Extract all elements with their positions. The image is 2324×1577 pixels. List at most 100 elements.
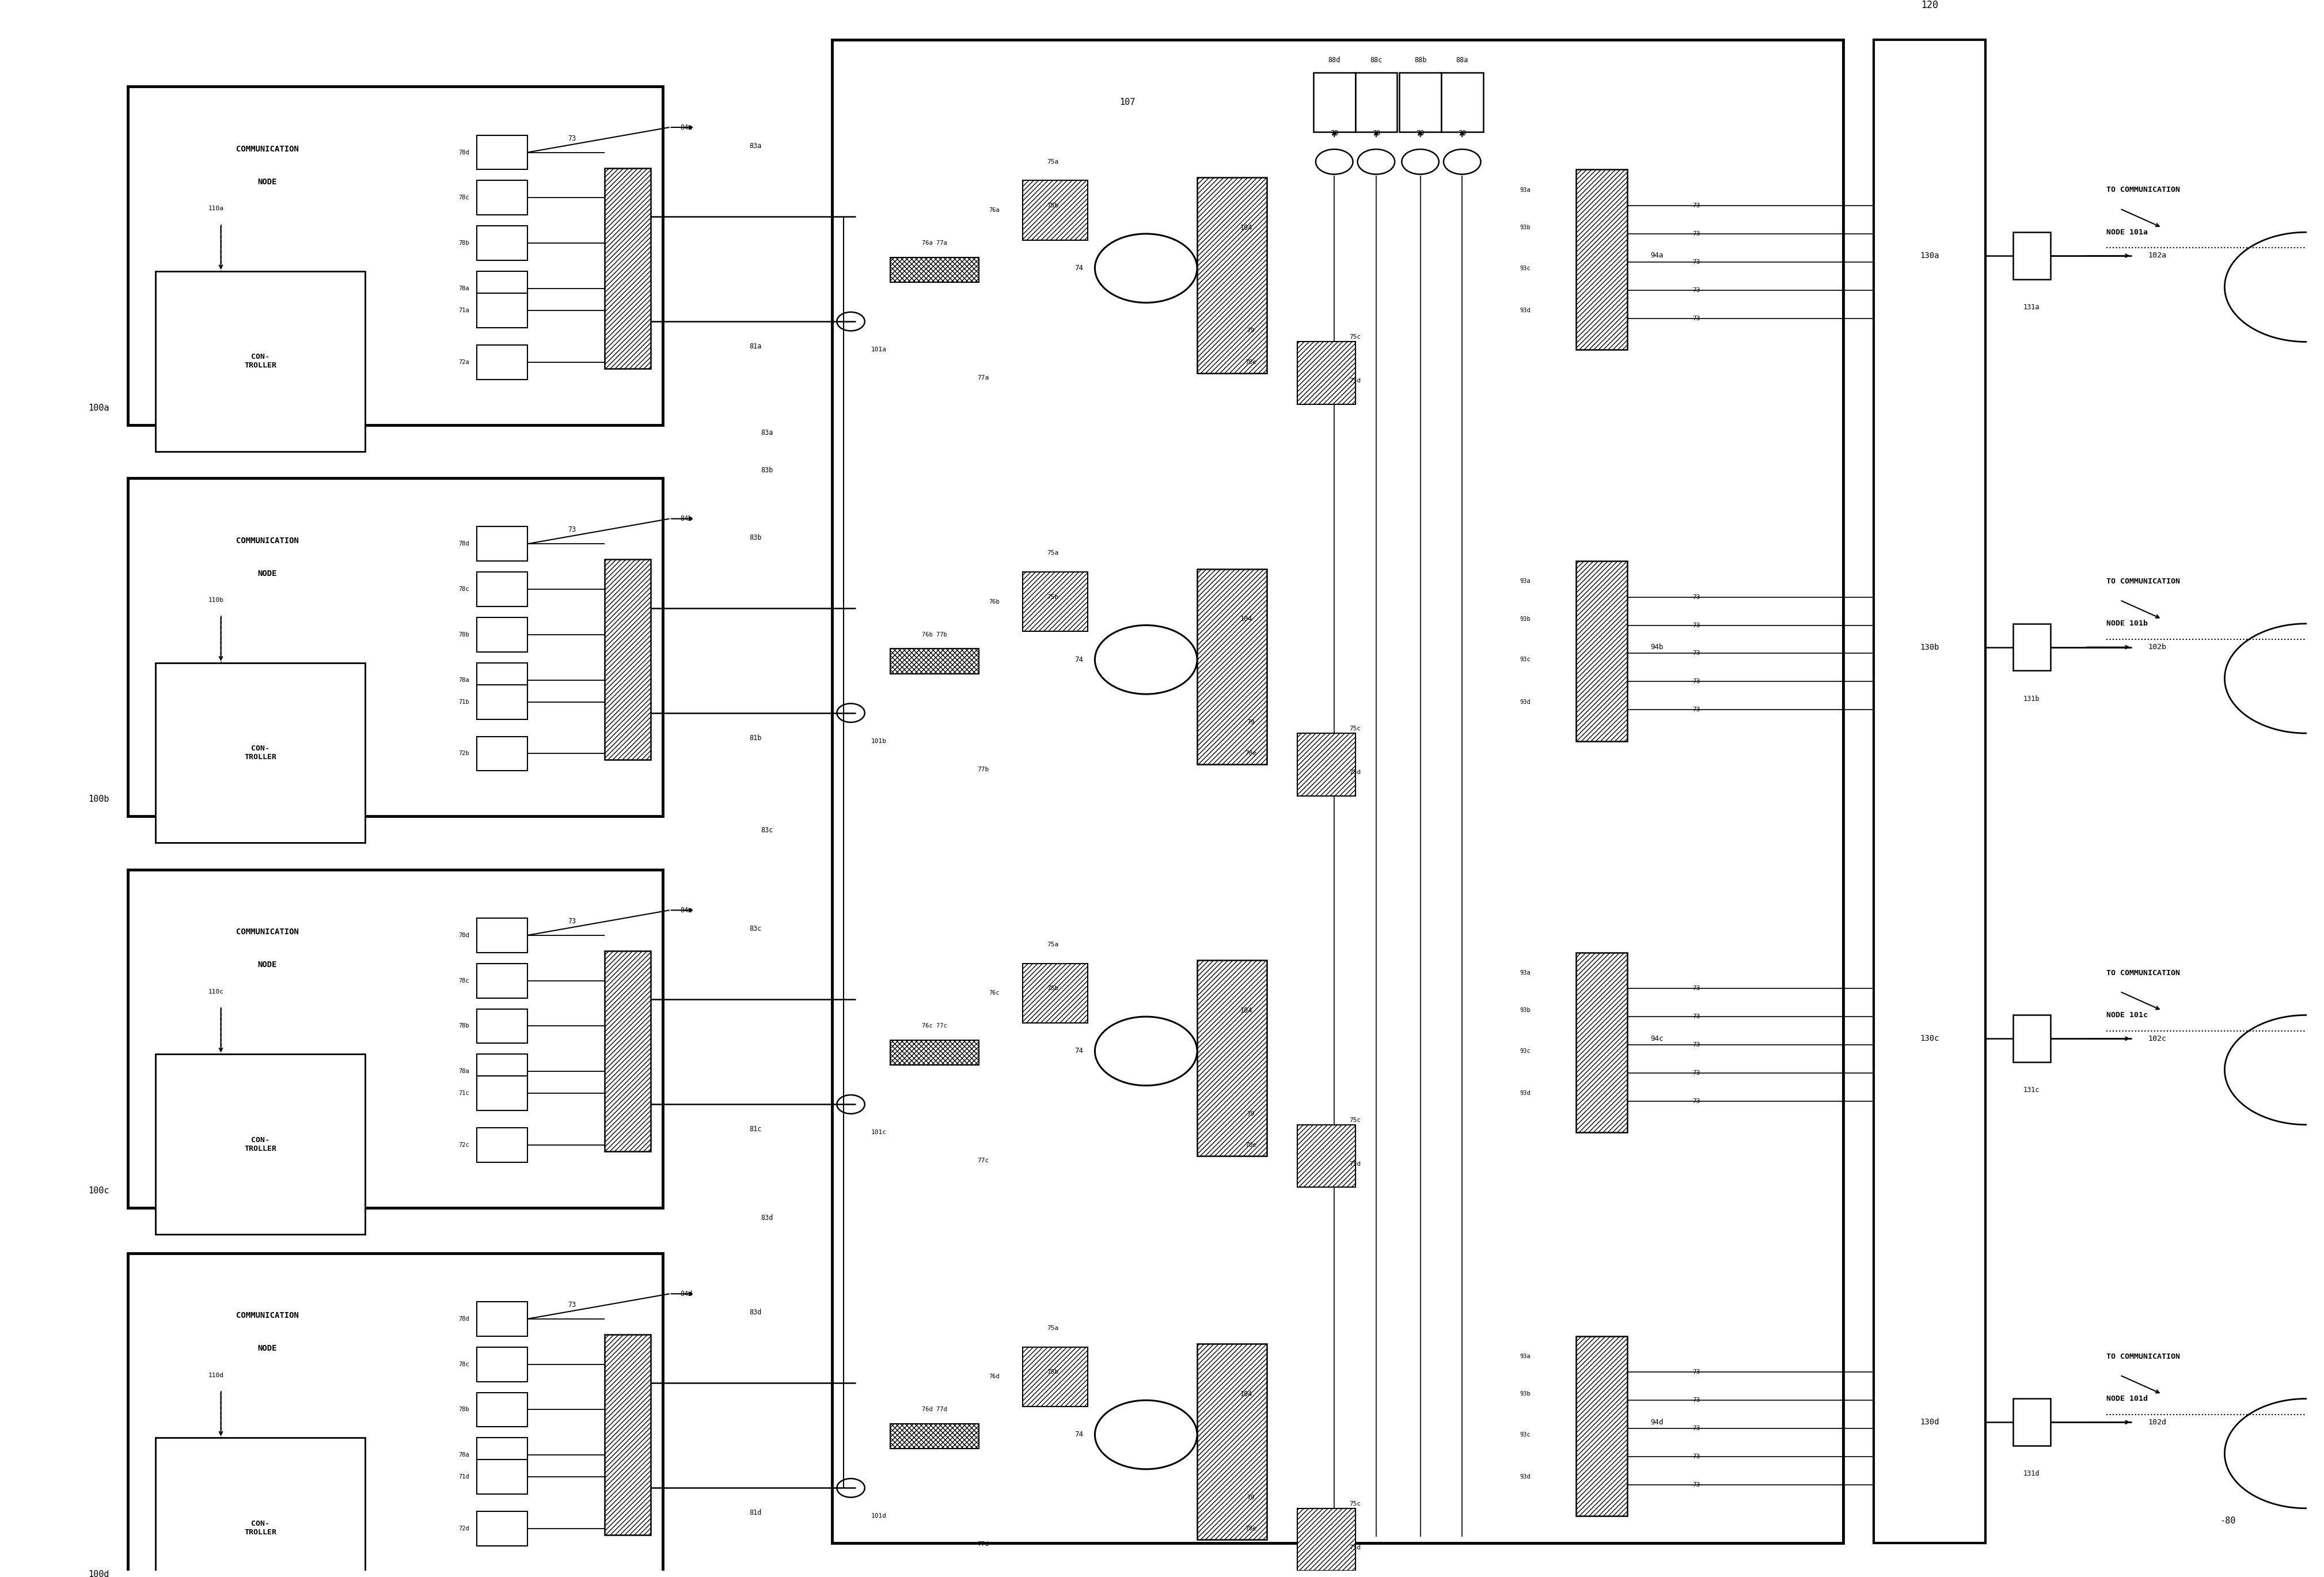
Text: 78b: 78b [458, 240, 469, 246]
Text: 101c: 101c [872, 1129, 885, 1135]
Text: 93d: 93d [1520, 1091, 1529, 1096]
Bar [476, 964, 528, 998]
Text: 75d: 75d [1348, 378, 1362, 383]
Bar [476, 1511, 528, 1545]
Text: TO COMMUNICATION: TO COMMUNICATION [2106, 1353, 2180, 1361]
Text: 100d: 100d [88, 1571, 109, 1577]
Bar [476, 1301, 528, 1336]
Text: 79: 79 [1415, 129, 1425, 137]
Text: 100b: 100b [88, 795, 109, 804]
Text: 83a: 83a [760, 429, 774, 437]
Text: 73: 73 [1692, 1071, 1699, 1076]
Text: 93c: 93c [1520, 1432, 1529, 1438]
Bar [1297, 342, 1355, 404]
Text: 94b: 94b [1650, 643, 1664, 651]
Text: 75a: 75a [1046, 159, 1060, 164]
Bar [604, 1334, 651, 1534]
Text: 101a: 101a [872, 347, 885, 353]
Bar [1297, 733, 1355, 796]
Text: 93c: 93c [1520, 265, 1529, 271]
Text: 78c: 78c [458, 1361, 469, 1367]
Text: 94c: 94c [1650, 1035, 1664, 1042]
Bar [890, 1424, 978, 1449]
Text: 93a: 93a [1520, 579, 1529, 583]
Text: 78d: 78d [458, 541, 469, 547]
Text: TO COMMUNICATION: TO COMMUNICATION [2106, 186, 2180, 194]
Text: NODE 101b: NODE 101b [2106, 620, 2147, 628]
Text: 79: 79 [1246, 1110, 1255, 1117]
Bar [476, 1055, 528, 1088]
Text: 73: 73 [1692, 595, 1699, 599]
Text: 93b: 93b [1520, 1008, 1529, 1014]
Text: 76c: 76c [988, 990, 999, 997]
Bar [1023, 180, 1088, 240]
Text: 84c: 84c [681, 907, 693, 915]
Text: 73: 73 [1692, 1014, 1699, 1020]
Bar [1441, 73, 1483, 132]
Bar [2013, 1399, 2050, 1446]
Bar [2013, 232, 2050, 279]
Bar [1197, 569, 1267, 765]
Text: NODE 101a: NODE 101a [2106, 229, 2147, 237]
Text: 75b: 75b [1046, 595, 1060, 599]
Text: 110d: 110d [209, 1372, 223, 1378]
Text: 104: 104 [1239, 1006, 1253, 1014]
Text: 76c 77c: 76c 77c [923, 1023, 946, 1028]
Text: 110c: 110c [209, 989, 223, 995]
Bar [476, 1347, 528, 1381]
Text: 78d: 78d [458, 1315, 469, 1322]
Text: 78b: 78b [458, 1407, 469, 1413]
Text: 78b: 78b [458, 632, 469, 637]
Text: 73: 73 [1692, 1042, 1699, 1047]
Bar [604, 169, 651, 369]
Bar [890, 648, 978, 673]
Text: 76d 77d: 76d 77d [923, 1407, 946, 1413]
Text: 73: 73 [1692, 1426, 1699, 1432]
Text: TO COMMUNICATION: TO COMMUNICATION [2106, 577, 2180, 585]
Text: 93a: 93a [1520, 188, 1529, 192]
Text: 84b: 84b [681, 516, 693, 522]
Text: CON-
TROLLER: CON- TROLLER [244, 1520, 277, 1536]
Text: 75d: 75d [1348, 1544, 1362, 1550]
Text: 79: 79 [1457, 129, 1466, 137]
Text: 74: 74 [1074, 1047, 1083, 1055]
Text: 102b: 102b [2147, 643, 2166, 651]
Text: 73: 73 [567, 918, 576, 924]
Text: NODE: NODE [258, 1345, 277, 1353]
Text: 73: 73 [1692, 203, 1699, 208]
Text: NODE 101d: NODE 101d [2106, 1396, 2147, 1402]
Bar [1313, 73, 1355, 132]
Bar [1297, 1124, 1355, 1187]
Text: 78c: 78c [458, 587, 469, 591]
Text: 73: 73 [1692, 986, 1699, 992]
Text: 78e: 78e [1243, 1142, 1257, 1148]
Bar [476, 736, 528, 771]
Bar [890, 1041, 978, 1064]
Text: 74: 74 [1074, 656, 1083, 664]
Text: 83d: 83d [748, 1309, 762, 1317]
Text: COMMUNICATION: COMMUNICATION [237, 1312, 297, 1320]
Text: 72d: 72d [458, 1527, 469, 1531]
Bar [476, 1438, 528, 1473]
Text: 83a: 83a [748, 142, 762, 150]
Text: 73: 73 [1692, 1098, 1699, 1104]
Bar [476, 1392, 528, 1427]
Text: 102d: 102d [2147, 1418, 2166, 1426]
Text: 75c: 75c [1348, 725, 1362, 732]
Text: 79: 79 [1246, 719, 1255, 725]
Text: 131c: 131c [2022, 1087, 2040, 1094]
Bar [1576, 953, 1627, 1132]
Text: 93a: 93a [1520, 1353, 1529, 1359]
Text: 76a 77a: 76a 77a [923, 240, 946, 246]
Text: 93d: 93d [1520, 308, 1529, 314]
Bar [476, 293, 528, 328]
Text: 93d: 93d [1520, 699, 1529, 705]
Bar [128, 1254, 662, 1577]
Text: TO COMMUNICATION: TO COMMUNICATION [2106, 970, 2180, 976]
Bar [1297, 1508, 1355, 1571]
Text: 77a: 77a [976, 375, 990, 380]
Bar [128, 478, 662, 817]
Text: 81a: 81a [748, 342, 762, 350]
Text: 73: 73 [1692, 1482, 1699, 1487]
Text: 73: 73 [567, 1301, 576, 1309]
